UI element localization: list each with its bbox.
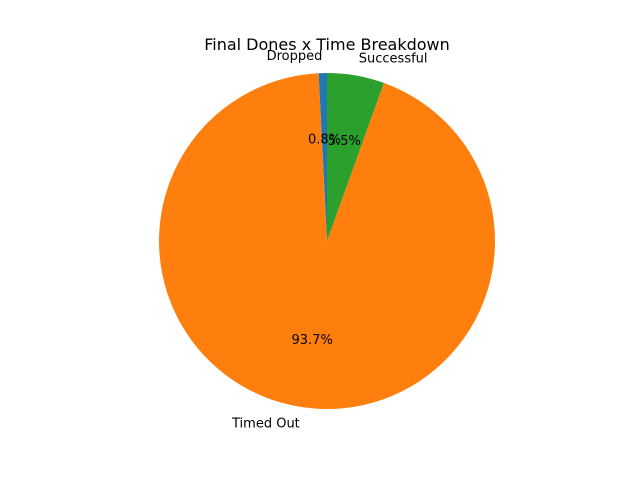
slice-label: Timed Out <box>231 416 300 431</box>
pie-labels: Dropped 0.8% Timed Out 93.7% Successful 5.5% <box>231 49 428 432</box>
slice-percent-label: 0.8% <box>308 133 341 148</box>
pie-slices <box>159 73 496 409</box>
slice-percent-label: 5.5% <box>328 134 361 149</box>
pie-slice-dropped <box>318 73 327 241</box>
pie-slice-successful <box>327 73 384 241</box>
pie-slice-timed-out <box>159 73 496 409</box>
slice-label: Dropped <box>267 49 323 64</box>
chart-title: Final Dones x Time Breakdown <box>204 35 450 54</box>
slice-percent-label: 93.7% <box>292 333 333 348</box>
slice-label: Successful <box>359 51 428 66</box>
